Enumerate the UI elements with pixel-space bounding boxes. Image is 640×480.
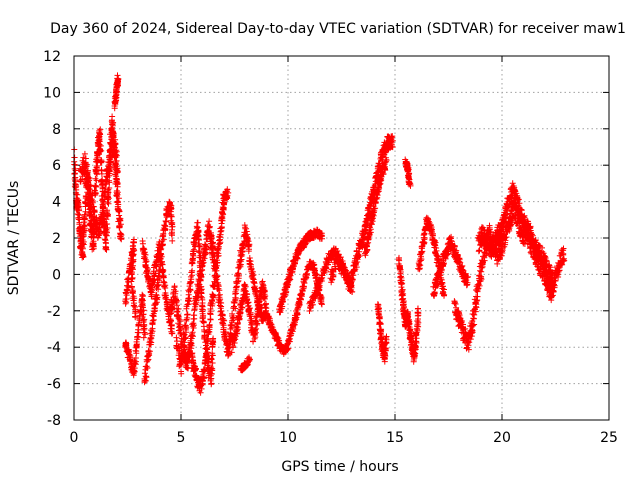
y-tick-label: 12	[43, 49, 61, 65]
y-tick-label: 6	[52, 158, 61, 174]
chart-title: Day 360 of 2024, Sidereal Day-to-day VTE…	[50, 21, 626, 37]
x-tick-label: 20	[493, 430, 511, 446]
x-tick-label: 0	[70, 430, 79, 446]
y-tick-label: 0	[52, 267, 61, 283]
x-tick-label: 10	[279, 430, 297, 446]
y-tick-label: 2	[52, 231, 61, 247]
x-tick-label: 5	[177, 430, 186, 446]
y-tick-label: 4	[52, 195, 61, 211]
y-tick-label: -6	[47, 377, 61, 393]
y-tick-label: -8	[47, 413, 61, 429]
y-tick-label: -2	[47, 304, 61, 320]
x-axis-label: GPS time / hours	[281, 459, 398, 475]
y-tick-label: 10	[43, 85, 61, 101]
y-tick-label: -4	[47, 340, 61, 356]
plot-frame	[73, 55, 610, 421]
x-tick-label: 25	[600, 430, 618, 446]
tick-labels: 0 5 10 15 20 25 -8 -6 -4 -2 0 2 4 6 8 10 12	[43, 49, 618, 446]
y-tick-label: 8	[52, 122, 61, 138]
y-axis-label: SDTVAR / TECUs	[6, 181, 22, 296]
x-tick-label: 15	[386, 430, 404, 446]
